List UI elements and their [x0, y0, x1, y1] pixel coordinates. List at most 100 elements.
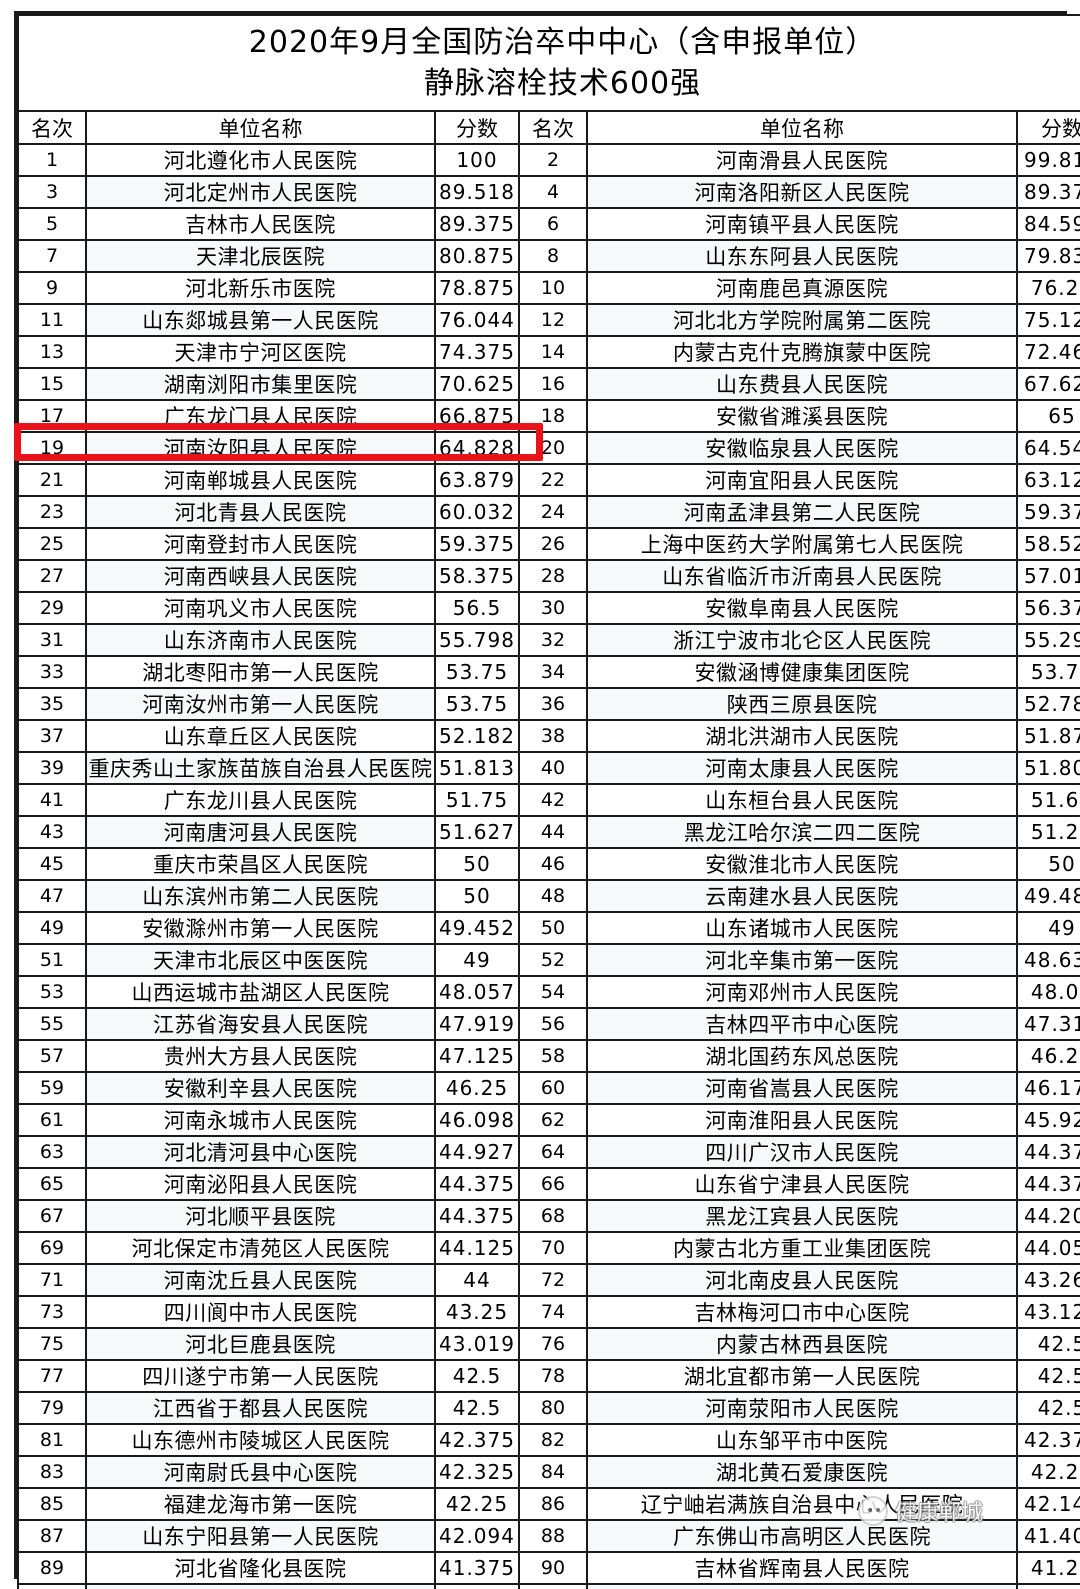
score-cell-right: 84.595 — [1016, 207, 1080, 241]
name-cell-right: 安徽省濉溪县医院 — [586, 399, 1018, 433]
name-cell-right: 安徽涵博健康集团医院 — [586, 655, 1018, 689]
name-cell-left: 河南永城市人民医院 — [85, 1103, 436, 1137]
rank-cell-left: 81 — [17, 1423, 87, 1457]
rank-cell-left: 37 — [17, 719, 87, 753]
score-cell-right: 42.5 — [1016, 1359, 1080, 1393]
rank-cell-left: 1 — [17, 143, 87, 177]
table-row: 77 四川遂宁市第一人民医院 42.5 78 湖北宜都市第一人民医院 42.5 — [17, 1359, 1080, 1393]
score-cell-left: 41.03 — [434, 1583, 520, 1589]
score-cell-left: 43.25 — [434, 1295, 520, 1329]
score-cell-right: 42.5 — [1016, 1391, 1080, 1425]
rank-cell-right: 60 — [518, 1071, 588, 1105]
name-cell-left: 山东滨州市第二人民医院 — [85, 879, 436, 913]
score-cell-left: 56.5 — [434, 591, 520, 625]
name-cell-left: 河北青县人民医院 — [85, 495, 436, 529]
rank-cell-left: 29 — [17, 591, 87, 625]
score-cell-left: 46.25 — [434, 1071, 520, 1105]
name-cell-left: 河南郸城县人民医院 — [85, 463, 436, 497]
score-cell-right: 50 — [1016, 847, 1080, 881]
header-score-left: 分数 — [434, 110, 520, 145]
rank-cell-left: 85 — [17, 1487, 87, 1521]
rank-cell-left: 15 — [17, 367, 87, 401]
name-cell-left: 江苏省海安县人民医院 — [85, 1007, 436, 1041]
name-cell-left: 福建龙海市第一医院 — [85, 1487, 436, 1521]
name-cell-right: 山东东阿县人民医院 — [586, 239, 1018, 273]
name-cell-left: 河北清河县中心医院 — [85, 1135, 436, 1169]
score-cell-left: 50 — [434, 879, 520, 913]
name-cell-left: 山东济南市人民医院 — [85, 623, 436, 657]
rank-cell-right: 84 — [518, 1455, 588, 1489]
name-cell-right: 湖北黄石爱康医院 — [586, 1455, 1018, 1489]
score-cell-right: 76.25 — [1016, 271, 1080, 305]
score-cell-right: 44.058 — [1016, 1231, 1080, 1265]
rank-cell-right: 66 — [518, 1167, 588, 1201]
table-row: 39 重庆秀山土家族苗族自治县人民医院 51.813 40 河南太康县人民医院 51.80… — [17, 751, 1080, 785]
name-cell-right: 山东省宁津县人民医院 — [586, 1167, 1018, 1201]
rank-cell-right: 8 — [518, 239, 588, 273]
score-cell-right: 51.64 — [1016, 783, 1080, 817]
score-cell-left: 64.828 — [434, 431, 520, 465]
table-row: 91广西北流市人民医院41.0392四川南部县人民医院40.625 — [17, 1583, 1080, 1589]
name-cell-right: 河南省嵩县人民医院 — [586, 1071, 1018, 1105]
rank-cell-left: 77 — [17, 1359, 87, 1393]
score-cell-left: 42.094 — [434, 1519, 520, 1553]
score-cell-left: 70.625 — [434, 367, 520, 401]
rank-cell-left: 9 — [17, 271, 87, 305]
rank-cell-left: 67 — [17, 1199, 87, 1233]
page-title: 2020年9月全国防治卒中中心（含申报单位） 静脉溶栓技术600强 — [17, 14, 1080, 112]
name-cell-right: 内蒙古北方重工业集团医院 — [586, 1231, 1018, 1265]
score-cell-right: 42.375 — [1016, 1423, 1080, 1457]
name-cell-left: 河南登封市人民医院 — [85, 527, 436, 561]
name-cell-right: 广东佛山市高明区人民医院 — [586, 1519, 1018, 1553]
name-cell-right: 安徽淮北市人民医院 — [586, 847, 1018, 881]
rank-cell-right: 86 — [518, 1487, 588, 1521]
rank-cell-right: 38 — [518, 719, 588, 753]
name-cell-left: 安徽滁州市第一人民医院 — [85, 911, 436, 945]
score-cell-right: 49 — [1016, 911, 1080, 945]
name-cell-left: 河南汝州市第一人民医院 — [85, 687, 436, 721]
name-cell-right: 河北辛集市第一医院 — [586, 943, 1018, 977]
name-cell-right: 浙江宁波市北仑区人民医院 — [586, 623, 1018, 657]
name-cell-left: 山东德州市陵城区人民医院 — [85, 1423, 436, 1457]
score-cell-right: 49.487 — [1016, 879, 1080, 913]
name-cell-left: 河南尉氏县中心医院 — [85, 1455, 436, 1489]
rank-cell-left: 23 — [17, 495, 87, 529]
score-cell-right: 52.786 — [1016, 687, 1080, 721]
rank-cell-right: 44 — [518, 815, 588, 849]
score-cell-right: 48.05 — [1016, 975, 1080, 1009]
score-cell-right: 99.811 — [1016, 143, 1080, 177]
table-row: 75 河北巨鹿县医院 43.019 76 内蒙古林西县医院 42.5 — [17, 1327, 1080, 1361]
name-cell-left: 天津市北辰区中医医院 — [85, 943, 436, 977]
name-cell-right: 四川广汉市人民医院 — [586, 1135, 1018, 1169]
score-cell-left: 49 — [434, 943, 520, 977]
header-name-left: 单位名称 — [85, 110, 436, 145]
name-cell-right: 辽宁岫岩满族自治县中心人民医院 — [586, 1487, 1018, 1521]
score-cell-right: 75.125 — [1016, 303, 1080, 337]
name-cell-left: 河南汝阳县人民医院 — [85, 431, 436, 465]
name-cell-left: 山西运城市盐湖区人民医院 — [85, 975, 436, 1009]
rank-cell-left: 65 — [17, 1167, 87, 1201]
score-cell-right: 47.319 — [1016, 1007, 1080, 1041]
rank-cell-left: 45 — [17, 847, 87, 881]
name-cell-right: 湖北宜都市第一人民医院 — [586, 1359, 1018, 1393]
score-cell-left: 58.375 — [434, 559, 520, 593]
score-cell-left: 43.019 — [434, 1327, 520, 1361]
rank-cell-left: 73 — [17, 1295, 87, 1329]
title-line-2: 静脉溶栓技术600强 — [423, 66, 702, 101]
rank-cell-right: 64 — [518, 1135, 588, 1169]
name-cell-left: 河北遵化市人民医院 — [85, 143, 436, 177]
